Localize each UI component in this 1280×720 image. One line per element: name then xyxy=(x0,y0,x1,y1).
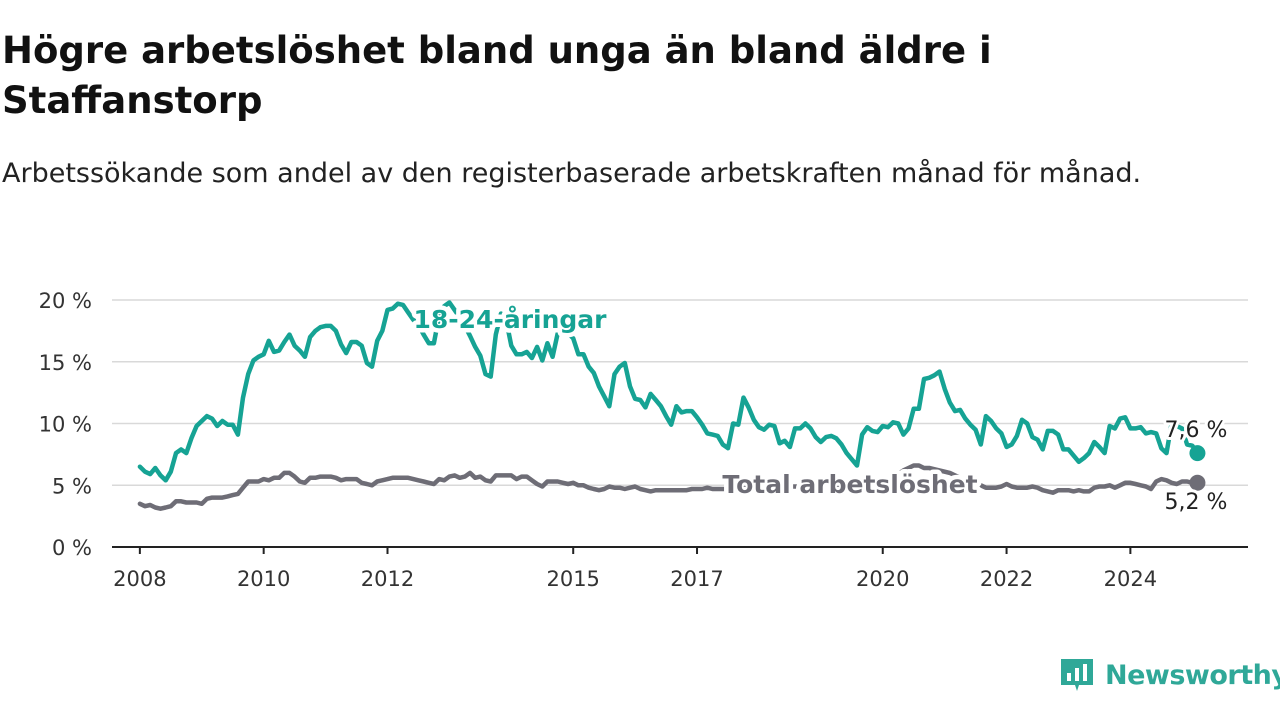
end-value-label-total: 5,2 % xyxy=(1165,490,1228,515)
axes: 0 % 5 % 10 % 15 % 20 % 2008 2010 2012 2015 2017 20… xyxy=(39,289,1248,591)
end-marker-18-24-åringar xyxy=(1189,445,1206,462)
series-line-18-24-åringar xyxy=(137,300,1200,483)
x-tick-label: 2008 xyxy=(113,567,166,591)
y-tick-label: 20 % xyxy=(39,289,92,313)
end-marker-total-arbetslöshet xyxy=(1189,474,1206,491)
y-tick-label: 15 % xyxy=(39,351,92,375)
x-tick-label: 2015 xyxy=(546,567,599,591)
brand-logo[interactable]: Newsworthy xyxy=(1058,655,1280,695)
x-tick-label: 2010 xyxy=(237,567,290,591)
y-tick-label: 0 % xyxy=(52,536,92,560)
series-line-total-arbetslöshet xyxy=(137,463,1200,511)
newsworthy-logo-icon xyxy=(1061,659,1093,691)
chart-title: Högre arbetslöshet bland unga än bland ä… xyxy=(2,29,992,122)
end-value-label-youth: 7,6 % xyxy=(1165,418,1228,443)
x-tick-label: 2020 xyxy=(856,567,909,591)
x-tick-label: 2017 xyxy=(670,567,723,591)
chart-subtitle: Arbetssökande som andel av den registerb… xyxy=(2,158,1142,189)
y-tick-label: 5 % xyxy=(52,474,92,498)
series-labels: 18-24-åringar Total arbetslöshet 7,6 % 5,2 … xyxy=(409,301,1230,519)
x-tick-label: 2022 xyxy=(980,567,1033,591)
series-label-youth: 18-24-åringar xyxy=(414,305,608,334)
series-label-total: Total arbetslöshet xyxy=(722,470,977,499)
brand-name: Newsworthy xyxy=(1105,659,1280,691)
y-tick-label: 10 % xyxy=(39,413,92,437)
series-lines xyxy=(137,300,1206,511)
x-tick-label: 2012 xyxy=(361,567,414,591)
x-tick-label: 2024 xyxy=(1104,567,1157,591)
grid-lines xyxy=(112,299,1248,486)
